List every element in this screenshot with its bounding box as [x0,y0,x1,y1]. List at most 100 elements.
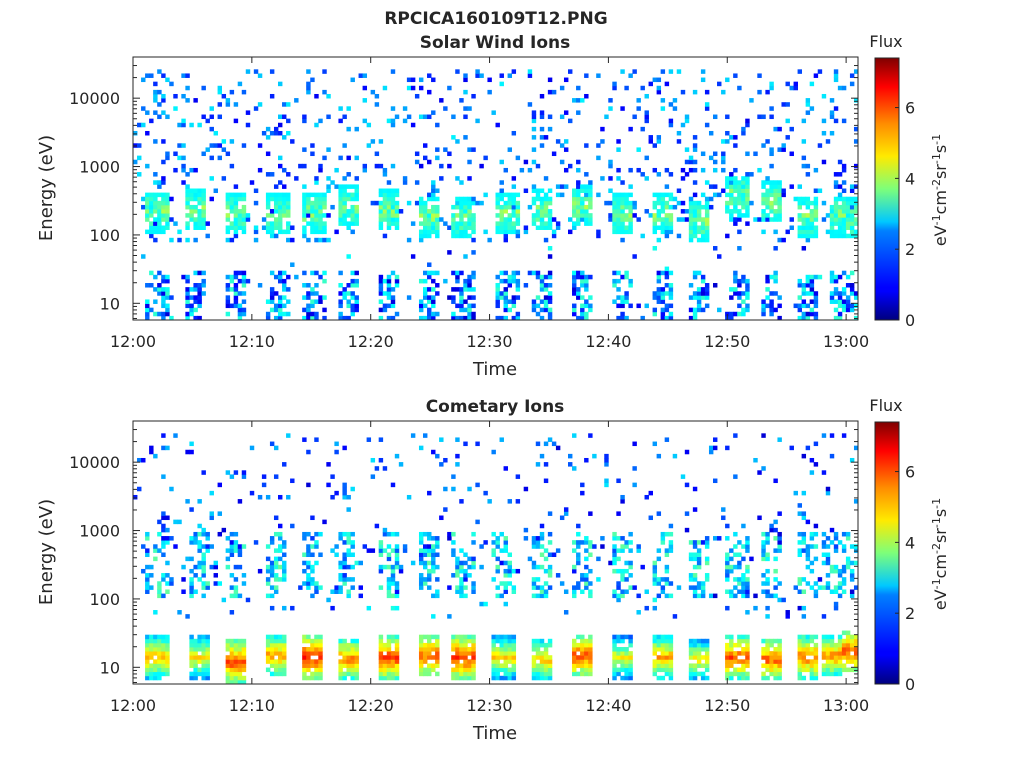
spectrogram-cell [539,274,545,280]
spectrogram-cell [531,110,537,115]
spectrogram-cell [511,638,517,644]
spectrogram-cell [165,77,170,83]
spectrogram-cell [539,287,545,292]
spectrogram-cell [217,85,223,91]
spectrogram-cell [193,287,198,292]
spectrogram-cell [418,196,424,202]
spectrogram-cell [302,671,307,677]
spectrogram-cell [495,556,500,562]
spectrogram-cell [189,634,194,640]
spectrogram-cell [696,647,702,652]
spectrogram-cell [797,531,803,537]
spectrogram-cell [310,544,315,549]
spectrogram-cell [165,204,170,210]
spectrogram-cell [435,671,440,677]
spectrogram-cell [306,291,311,296]
spectrogram-cell [346,225,351,230]
spectrogram-cell [165,642,170,648]
spectrogram-cell [382,659,388,664]
spectrogram-cell [692,667,698,673]
spectrogram-cell [580,217,585,222]
spectrogram-cell [833,69,839,74]
spectrogram-cell [185,200,190,206]
spectrogram-cell [829,229,835,235]
spectrogram-cell [656,659,662,664]
spectrogram-cell [664,663,670,668]
spectrogram-cell [201,634,206,640]
spectrogram-cell [539,225,545,230]
spectrogram-cell [451,531,456,537]
spectrogram-cell [157,519,162,525]
spectrogram-cell [467,221,472,226]
colorbar-label: eV-1cm-2sr-1s-1 [930,498,950,610]
spectrogram-cell [793,585,798,590]
spectrogram-cell [161,659,166,664]
spectrogram-cell [233,659,239,664]
spectrogram-cell [229,209,235,214]
spectrogram-cell [205,663,210,668]
spectrogram-cell [471,270,476,276]
spectrogram-cell [580,577,585,582]
spectrogram-cell [427,585,432,590]
spectrogram-cell [547,552,553,558]
spectrogram-cell [346,283,351,288]
spectrogram-cell [624,560,629,566]
spectrogram-cell [314,180,319,185]
spectrogram-cell [628,634,633,640]
spectrogram-cell [511,589,517,594]
spectrogram-cell [527,167,533,173]
spectrogram-cell [338,531,343,537]
spectrogram-cell [652,605,658,611]
spectrogram-cell [286,130,291,136]
spectrogram-cell [318,642,323,648]
spectrogram-cell [153,651,158,656]
spectrogram-cell [692,663,698,668]
spectrogram-cell [507,573,513,578]
spectrogram-cell [286,433,291,438]
spectrogram-cell [572,311,577,317]
spectrogram-cell [660,299,666,304]
spectrogram-cell [423,651,428,656]
spectrogram-cell [451,229,456,235]
spectrogram-cell [604,457,609,463]
spectrogram-cell [314,540,319,545]
spectrogram-cell [342,671,347,677]
spectrogram-cell [717,536,722,541]
spectrogram-cell [153,192,158,198]
spectrogram-cell [733,585,738,590]
spectrogram-cell [338,675,343,681]
spectrogram-cell [620,303,625,309]
spectrogram-cell [543,655,549,660]
spectrogram-cell [664,659,670,664]
spectrogram-cell [620,663,625,668]
spectrogram-cell [700,225,706,230]
spectrogram-cell [535,303,541,309]
spectrogram-cell [688,283,694,288]
spectrogram-cell [451,573,456,578]
spectrogram-cell [829,568,835,574]
spectrogram-cell [354,651,359,656]
spectrogram-cell [765,589,770,594]
spectrogram-cell [145,548,150,553]
spectrogram-cell [729,176,734,181]
spectrogram-cell [765,287,770,292]
spectrogram-cell [700,274,706,280]
spectrogram-cell [197,577,202,582]
spectrogram-cell [620,589,625,594]
spectrogram-cell [302,233,307,239]
spectrogram-cell [173,433,178,438]
spectrogram-cell [729,209,734,214]
spectrogram-cell [467,556,472,562]
spectrogram-cell [588,634,593,640]
spectrogram-cell [354,204,359,210]
spectrogram-cell [576,167,581,173]
spectrogram-cell [668,172,674,177]
spectrogram-cell [362,73,368,78]
spectrogram-cell [326,597,331,603]
spectrogram-cell [745,544,750,549]
spectrogram-cell [338,311,343,317]
spectrogram-cell [568,453,573,459]
spectrogram-cell [495,671,500,677]
spectrogram-cell [801,217,807,222]
spectrogram-cell [644,303,649,309]
